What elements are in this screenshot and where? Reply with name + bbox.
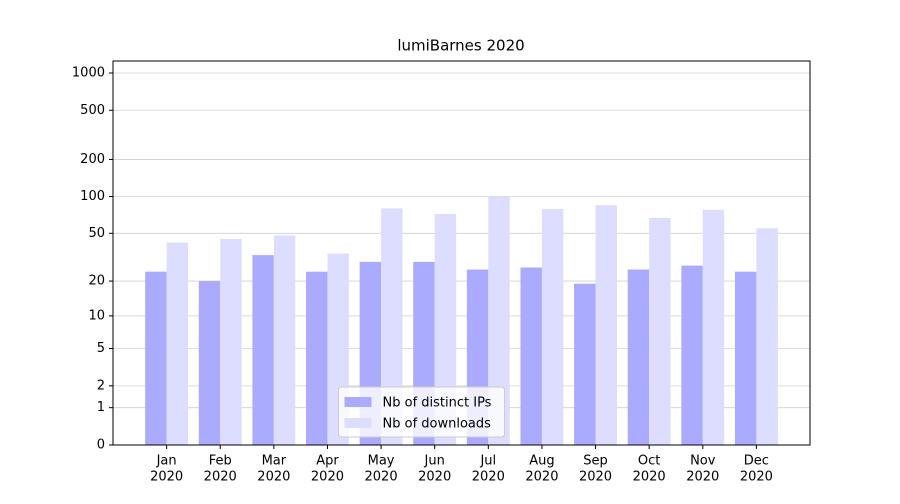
bar xyxy=(166,242,189,445)
x-tick-label: Sep xyxy=(583,454,608,469)
bar xyxy=(681,265,703,445)
x-tick-label: Jan xyxy=(156,454,177,469)
x-tick-label: 2020 xyxy=(365,470,398,485)
y-tick-label: 0 xyxy=(97,438,105,453)
x-tick-label: 2020 xyxy=(686,470,719,485)
x-tick-label: 2020 xyxy=(579,470,612,485)
bar xyxy=(306,271,328,445)
x-tick-label: 2020 xyxy=(204,470,237,485)
x-tick-label: Oct xyxy=(638,454,660,469)
bar xyxy=(541,209,564,445)
x-tick-label: Mar xyxy=(262,454,287,469)
x-tick-label: Jun xyxy=(424,454,445,469)
x-tick-label: 2020 xyxy=(740,470,773,485)
bar xyxy=(734,271,757,445)
x-tick-label: 2020 xyxy=(257,470,290,485)
bar xyxy=(220,238,242,445)
bar xyxy=(145,271,167,445)
x-tick-label: May xyxy=(368,454,395,469)
bar xyxy=(252,255,274,445)
x-tick-label: Apr xyxy=(316,454,339,469)
x-tick-label: Aug xyxy=(529,454,554,469)
legend: Nb of distinct IPs Nb of downloads xyxy=(338,386,505,438)
bar xyxy=(595,205,617,445)
x-tick-label: 2020 xyxy=(418,470,451,485)
x-tick-label: Dec xyxy=(744,454,769,469)
legend-swatch xyxy=(344,397,372,407)
bar xyxy=(488,196,510,445)
bar xyxy=(756,228,778,445)
x-tick-label: 2020 xyxy=(150,470,183,485)
x-tick-label: 2020 xyxy=(311,470,344,485)
bar xyxy=(574,283,596,445)
y-tick-label: 10 xyxy=(88,308,105,323)
y-tick-label: 50 xyxy=(88,226,105,241)
x-tick-label: Jul xyxy=(479,454,496,469)
bar xyxy=(273,235,296,445)
y-tick-label: 200 xyxy=(80,152,105,167)
y-tick-label: 2 xyxy=(97,378,105,393)
bar xyxy=(702,209,725,445)
y-tick-label: 500 xyxy=(80,103,105,118)
bar xyxy=(627,269,650,445)
y-tick-label: 20 xyxy=(88,274,105,289)
chart-title: lumiBarnes 2020 xyxy=(397,37,524,55)
x-tick-label: 2020 xyxy=(472,470,505,485)
y-tick-label: 1 xyxy=(97,400,105,415)
bar xyxy=(381,208,403,445)
x-tick-label: Nov xyxy=(690,454,716,469)
legend-label: Nb of distinct IPs xyxy=(383,396,492,411)
bar xyxy=(198,281,221,445)
bar xyxy=(520,267,542,445)
legend-swatch xyxy=(344,418,372,428)
x-tick-label: 2020 xyxy=(633,470,666,485)
plot-frame xyxy=(112,60,811,446)
x-tick-label: Feb xyxy=(209,454,232,469)
y-tick-label: 100 xyxy=(80,189,105,204)
legend-label: Nb of downloads xyxy=(383,417,492,432)
y-tick-label: 5 xyxy=(97,341,105,356)
y-tick-label: 1000 xyxy=(72,66,105,81)
x-tick-label: 2020 xyxy=(525,470,558,485)
legend-box xyxy=(338,386,505,438)
bar xyxy=(649,217,671,445)
